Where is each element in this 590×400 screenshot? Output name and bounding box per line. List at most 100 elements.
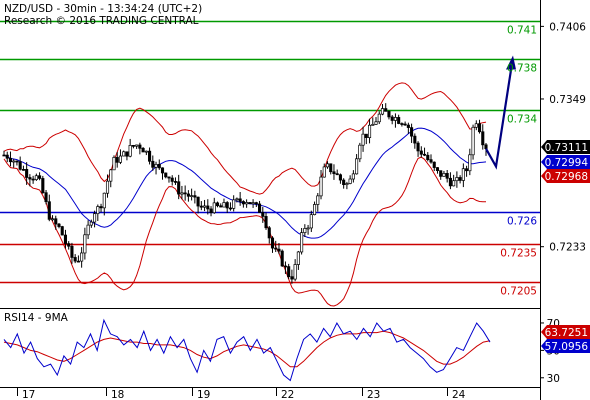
price-tags-layer: 0.73111 0.72994 0.72968 63.7251 57.0956 [541,140,590,353]
candle-body [400,123,404,125]
candle-body [413,135,417,144]
candle-body [390,116,394,121]
y-tick-label: 0.7233 [549,242,586,254]
candle-body [377,113,381,123]
candle-body [342,179,346,186]
candle-body [325,163,330,168]
candle-body [122,151,126,157]
forecast-arrow [485,63,514,170]
candle-body [8,157,13,163]
candle-body [183,192,187,195]
candle-body [60,226,64,236]
candle-body [238,198,242,202]
candle-body [429,159,433,163]
x-tick-label: 17 [22,389,35,400]
candle-body [261,212,265,217]
candle-body [248,202,252,205]
candle-body [416,142,420,152]
candle-body [112,157,116,171]
candle-body [461,168,465,181]
forecast-arrow-head [506,55,516,70]
candle-body [73,257,77,262]
level-label: 0.7205 [500,286,537,298]
candle-body [300,232,304,253]
candle-body [138,144,142,149]
candle-body [258,203,262,213]
level-label: 0.738 [507,63,537,75]
candle-body [5,154,9,159]
y-tick-label: 0.7406 [549,21,586,33]
candle-body [199,205,203,208]
candle-body [44,192,48,203]
candle-body [245,202,249,205]
x-tick-label: 18 [111,389,124,400]
candle-body [465,168,469,172]
candle-body [18,161,22,170]
bollinger-lower [3,156,487,307]
candle-body [384,108,388,112]
candle-body [313,204,317,216]
level-label: 0.734 [507,114,537,126]
candle-body [225,202,229,209]
candle-body [144,150,148,153]
candle-body [426,154,430,161]
candle-body [99,206,103,209]
candle-body [93,213,97,223]
chart-header-line1: NZD/USD - 30min - 13:34:24 (UTC+2) [4,3,202,15]
candle-body [228,207,232,210]
candle-body [25,169,29,178]
candle-body [203,205,207,208]
candle-body [118,155,123,163]
candle-body [190,195,194,197]
candle-body [432,161,436,168]
moving-average [3,127,487,239]
candle-body [206,205,210,210]
candle-body [222,202,226,208]
candle-body [177,181,181,195]
candle-body [170,177,174,182]
candle-body [439,170,443,177]
candle-body [41,178,45,194]
candle-body [215,202,220,207]
candle-body [335,173,339,176]
price-tag-label: 0.72994 [545,157,589,169]
rsi-plot: RSI14 - 9MA [0,308,540,382]
candle-body [186,193,190,197]
price-tag-label: 57.0956 [545,341,589,353]
candle-body [164,172,168,178]
price-tag-label: 0.73111 [545,142,588,154]
chart-header-line2: Research © 2016 TRADING CENTRAL [4,15,199,27]
candle-body [96,206,100,215]
candle-body [358,144,362,160]
candle-body [80,252,84,262]
candle-body [293,264,297,280]
levels-layer [0,20,540,284]
candle-body [232,199,236,209]
candle-body [141,147,145,153]
candle-body [387,111,391,118]
candle-body [267,227,271,239]
candle-body [303,228,307,233]
candle-body [12,160,16,163]
candle-body [160,167,165,174]
level-label: 0.726 [507,216,537,228]
x-tick-label: 23 [367,389,380,400]
candle-body [219,205,223,208]
candle-body [287,266,291,278]
price-tag [541,155,590,169]
candle-body [86,224,90,236]
candle-body [151,160,155,168]
candle-body [47,201,51,220]
price-tag [541,169,590,183]
candle-body [283,265,287,268]
candle-body [54,218,58,225]
candle-body [209,208,213,214]
candle-body [270,237,275,249]
candle-body [57,223,61,227]
candle-body [67,243,71,247]
candle-body [403,123,407,126]
rsi-title: RSI14 - 9MA [4,312,69,324]
candle-body [481,131,485,146]
